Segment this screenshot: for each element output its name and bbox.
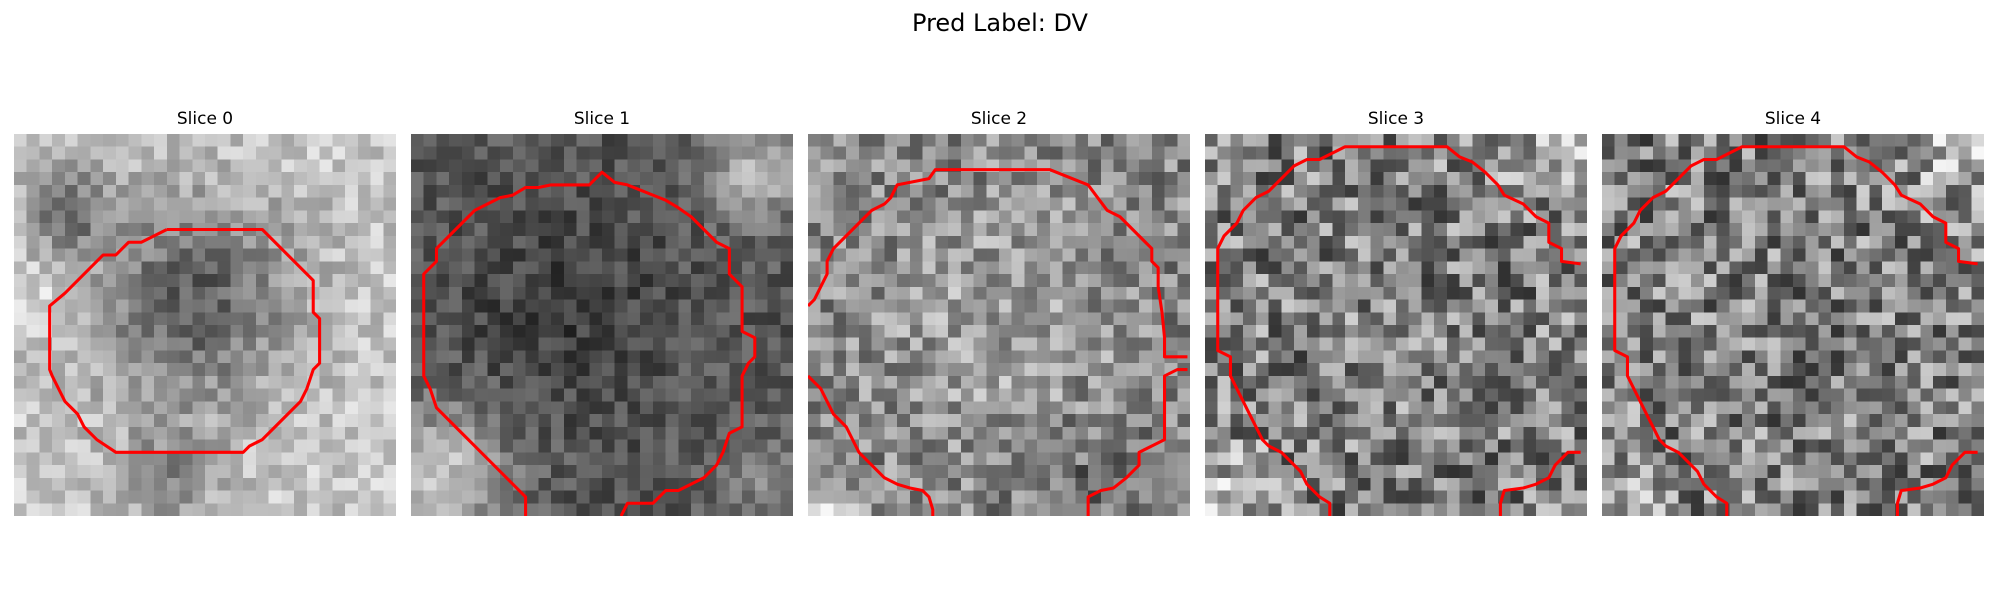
slice-image bbox=[808, 134, 1190, 516]
pixel-grid bbox=[1602, 134, 1984, 516]
segmentation-contour bbox=[1613, 145, 1978, 516]
segmentation-contour bbox=[422, 170, 757, 516]
pixel-grid bbox=[808, 134, 1190, 516]
slice-image bbox=[411, 134, 793, 516]
slice-title: Slice 2 bbox=[970, 109, 1028, 129]
segmentation-contour bbox=[1216, 145, 1581, 516]
segmentation-contour bbox=[808, 168, 1188, 359]
segmentation-contour bbox=[48, 227, 322, 454]
slice-title: Slice 3 bbox=[1367, 109, 1425, 129]
slice-image bbox=[1602, 134, 1984, 516]
segmentation-contour bbox=[1086, 368, 1188, 516]
pixel-grid bbox=[411, 134, 793, 516]
slice-image bbox=[14, 134, 396, 516]
slice-title: Slice 1 bbox=[573, 109, 631, 129]
slice-title: Slice 0 bbox=[176, 109, 234, 129]
segmentation-contour bbox=[1498, 450, 1581, 516]
segmentation-contour bbox=[1895, 450, 1978, 516]
slice-image bbox=[1205, 134, 1587, 516]
segmentation-contour bbox=[808, 374, 935, 516]
figure-title: Pred Label: DV bbox=[912, 9, 1088, 37]
slice-title: Slice 4 bbox=[1764, 109, 1822, 129]
pixel-grid bbox=[14, 134, 396, 516]
pixel-grid bbox=[1205, 134, 1587, 516]
